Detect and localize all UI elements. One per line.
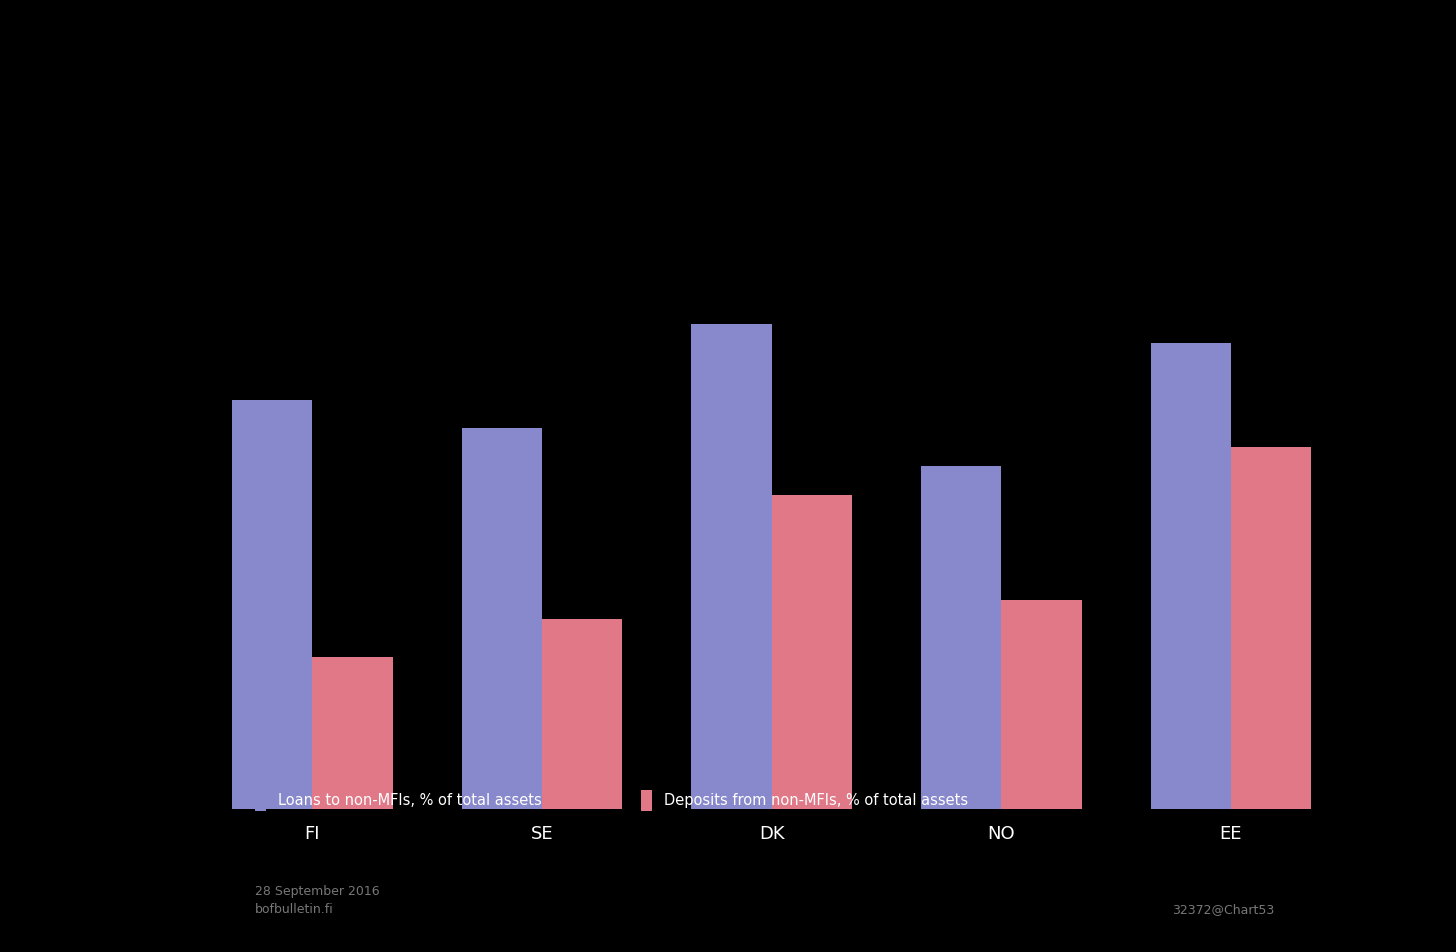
Bar	[922, 466, 1002, 809]
Text: Deposits from non-MFIs, % of total assets: Deposits from non-MFIs, % of total asset…	[664, 793, 968, 808]
Bar	[542, 619, 623, 809]
Text: 28 September 2016
bofbulletin.fi: 28 September 2016 bofbulletin.fi	[255, 884, 380, 916]
Bar	[1002, 600, 1082, 809]
Bar	[313, 657, 393, 809]
Text: 32372@Chart53: 32372@Chart53	[1172, 902, 1274, 916]
Bar	[772, 495, 852, 809]
Bar	[232, 400, 313, 809]
Text: Loans to non-MFIs, % of total assets: Loans to non-MFIs, % of total assets	[278, 793, 542, 808]
Bar	[692, 324, 772, 809]
Bar	[462, 428, 542, 809]
Bar	[1230, 447, 1312, 809]
Bar	[1150, 343, 1230, 809]
